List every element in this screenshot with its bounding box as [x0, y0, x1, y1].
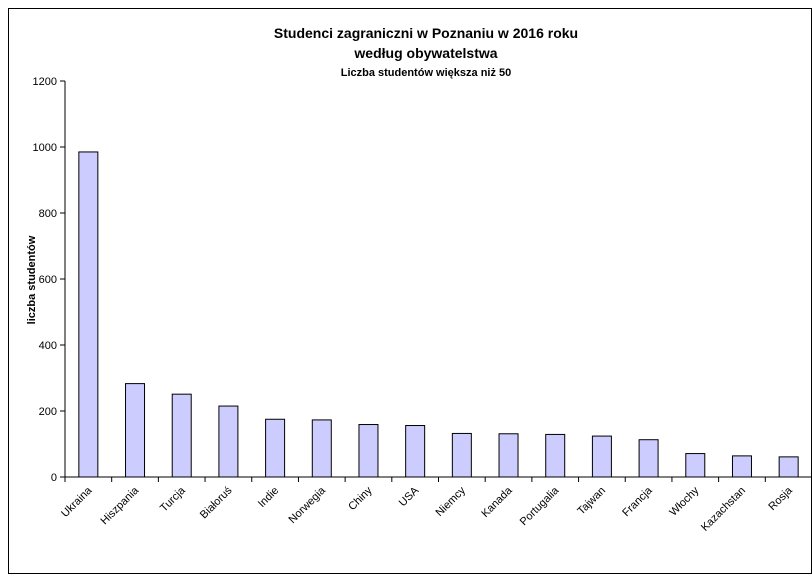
y-tick-label: 1200	[33, 76, 57, 88]
x-tick-label: Turcja	[158, 484, 188, 514]
chart-subtitle: Liczba studentów większa niż 50	[341, 67, 512, 79]
bar-norwegia	[311, 419, 332, 478]
bar-usa	[405, 425, 426, 478]
y-tick-label: 1000	[33, 142, 57, 154]
bar-ukraina	[78, 151, 99, 478]
bar-hiszpania	[125, 383, 146, 478]
x-tick-label: USA	[397, 484, 422, 509]
y-tick-label: 200	[39, 406, 57, 418]
plot-area: 0 200 400 600 800 1000 1200 Ukraina Hiszpania Tur…	[33, 76, 812, 534]
bar-białoruś	[218, 405, 239, 478]
bar-kazachstan	[731, 455, 752, 478]
bar-niemcy	[451, 432, 472, 478]
x-tick-label: Tajwan	[575, 485, 608, 518]
y-tick-label: 400	[39, 340, 57, 352]
x-tick-label: Włochy	[667, 484, 701, 518]
bar-indie	[265, 418, 286, 478]
bar-włochy	[685, 453, 706, 478]
y-tick-label: 0	[51, 472, 57, 484]
chart-title-line2: według obywatelstwa	[353, 45, 497, 61]
bar-kanada	[498, 433, 519, 478]
bar-portugalia	[545, 433, 566, 478]
y-tick-label: 800	[39, 208, 57, 220]
bar-chiny	[358, 424, 379, 478]
bar-turcja	[171, 393, 192, 478]
x-tick-label: Portugalia	[518, 484, 562, 528]
x-tick-label: Kazachstan	[699, 485, 748, 534]
x-tick-label: Rosja	[766, 484, 795, 513]
x-tick-label: Norwegia	[287, 484, 329, 526]
x-tick-label: Ukraina	[59, 484, 95, 520]
bar-francja	[638, 439, 659, 478]
chart-title: Studenci zagraniczni w Poznaniu w 2016 r…	[274, 25, 578, 41]
x-tick-label: Indie	[256, 485, 281, 510]
x-tick-label: Niemcy	[434, 484, 469, 519]
y-tick-label: 600	[39, 274, 57, 286]
x-tick-label: Francja	[620, 484, 655, 519]
x-tick-label: Hiszpania	[99, 484, 142, 527]
y-axis-label: liczba studentów	[26, 235, 38, 324]
bar-rosja	[778, 456, 799, 478]
x-tick-label: Białoruś	[198, 484, 235, 521]
x-tick-label: Chiny	[346, 484, 375, 513]
x-tick-label: Kanada	[479, 484, 515, 520]
bar-tajwan	[591, 435, 612, 478]
chart-frame	[8, 8, 812, 574]
